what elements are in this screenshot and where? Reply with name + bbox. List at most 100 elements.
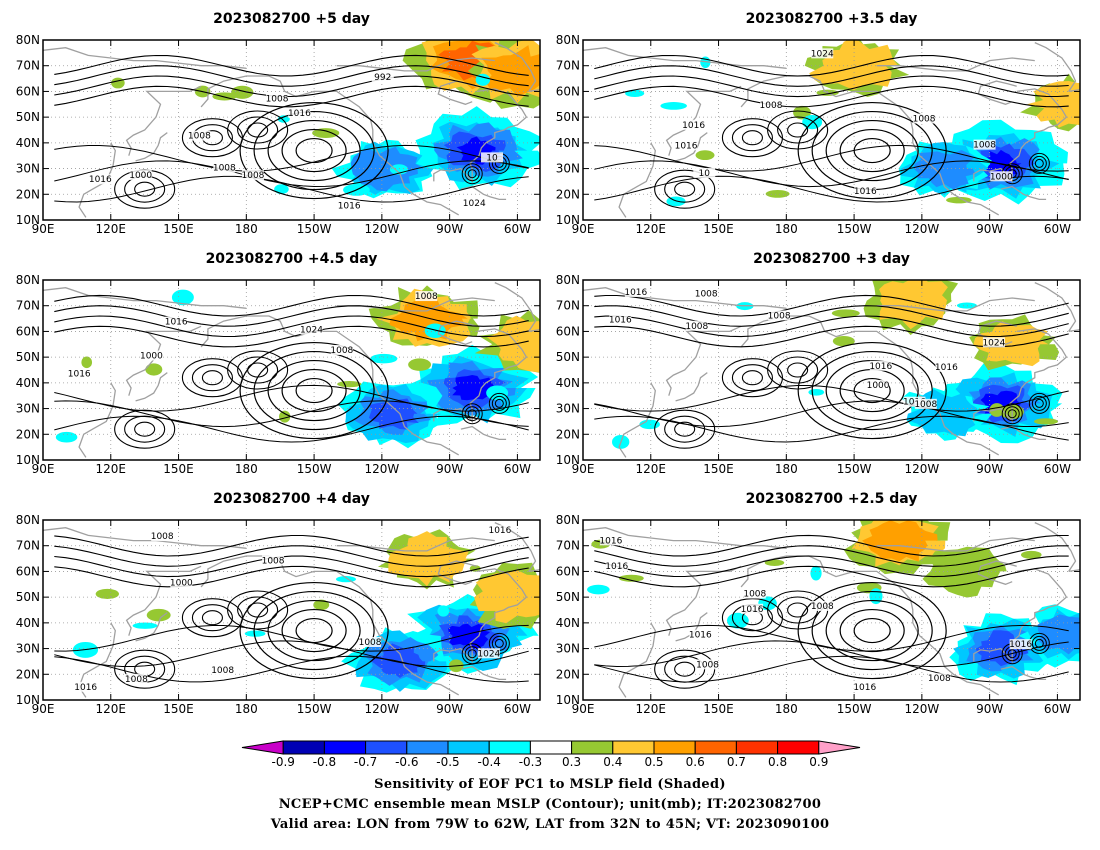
- colorbar-swatch: [571, 740, 614, 755]
- axis-labels: 90E 120E 150E 180 150W 120W 90W 60W 80N 70N 60N 50N…: [556, 513, 1080, 716]
- contour-labels: 1000 1008 1016 1016 1008 1024: [68, 291, 438, 379]
- lon-tick-label: 90W: [436, 222, 463, 236]
- contour-label: 1008: [330, 346, 353, 356]
- contour-label: 1008: [685, 322, 708, 332]
- caption-line-2: NCEP+CMC ensemble mean MSLP (Contour); u…: [279, 797, 822, 812]
- contour-label: 10: [699, 169, 711, 179]
- lon-tick-label: 90E: [572, 462, 595, 476]
- coastlines: [583, 522, 1080, 698]
- contour-label: 1008: [213, 163, 236, 173]
- lat-tick-label: 40N: [16, 616, 40, 630]
- lat-tick-label: 30N: [556, 162, 580, 176]
- contour-label: 1016: [288, 109, 311, 119]
- lon-tick-label: 120W: [364, 702, 399, 716]
- lon-tick-label: 120E: [96, 462, 127, 476]
- lat-tick-label: 80N: [556, 33, 580, 47]
- sensitivity-shading: [72, 529, 540, 693]
- map-panel-1: 2023082700 +5 day 1000 1008 992 1016 1016 1008…: [16, 11, 541, 236]
- contour-label: 1008: [359, 638, 382, 648]
- lat-tick-label: 20N: [16, 187, 40, 201]
- contour-labels: 1000 1008 992 1016 1016 1008 1024 1016 1008 1008 1…: [89, 71, 504, 212]
- lat-tick-label: 70N: [556, 299, 580, 313]
- lat-tick-label: 10N: [16, 213, 40, 227]
- map-panel-6: 2023082700 +2.5 day100810081016100810161…: [556, 491, 1081, 716]
- contour-label: 1016: [74, 683, 97, 693]
- colorbar-swatch: [612, 740, 655, 755]
- lon-tick-label: 120E: [96, 702, 127, 716]
- contour-label: 1008: [760, 101, 783, 111]
- lat-tick-label: 30N: [16, 402, 40, 416]
- panel-frame: [42, 279, 541, 461]
- contour-label: 1016: [903, 398, 926, 408]
- colorbar-swatch: [282, 740, 325, 755]
- contour-label: 1016: [68, 369, 91, 379]
- lon-tick-label: 150W: [297, 702, 332, 716]
- contour-label: 1016: [682, 121, 705, 131]
- contour-label: 1008: [914, 400, 937, 410]
- lat-tick-label: 60N: [556, 324, 580, 338]
- contour-label: 1016: [609, 315, 632, 325]
- lon-tick-label: 120E: [636, 702, 667, 716]
- contour-label: 1008: [928, 674, 951, 684]
- colorbar-swatch: [447, 740, 490, 755]
- lat-tick-label: 70N: [556, 539, 580, 553]
- contour-label: 1000: [867, 381, 890, 391]
- contour-label: 1016: [689, 631, 712, 641]
- contour-label: 1016: [488, 526, 511, 536]
- lon-tick-label: 180: [235, 702, 258, 716]
- colorbar-tick-label: -0.5: [436, 755, 459, 769]
- contour-label: 1024: [811, 49, 834, 59]
- lon-tick-label: 60W: [1044, 702, 1071, 716]
- lon-tick-label: 90W: [436, 462, 463, 476]
- lon-tick-label: 120E: [96, 222, 127, 236]
- caption-line-1: Sensitivity of EOF PC1 to MSLP field (Sh…: [374, 777, 726, 792]
- contour-label: 1016: [165, 318, 188, 328]
- contour-label: 1008: [151, 532, 174, 542]
- gridlines: [583, 280, 1080, 460]
- contour-label: 1008: [266, 94, 289, 104]
- panel-plot-area: 1008 1008 1016 1008 1016 1008 1016 1016 1016 1016: [583, 520, 1080, 700]
- colorbar-tick-label: -0.9: [271, 755, 294, 769]
- lat-tick-label: 60N: [16, 324, 40, 338]
- panel-plot-area: 1008 1000 1008 1016 1008 1008 1016 1024 1008: [43, 520, 540, 700]
- lon-tick-label: 90W: [436, 702, 463, 716]
- sensitivity-shading: [625, 40, 1080, 207]
- lon-tick-label: 90E: [32, 462, 55, 476]
- sensitivity-shading: [55, 285, 540, 449]
- contour-label: 1008: [211, 666, 234, 676]
- lat-tick-label: 10N: [16, 693, 40, 707]
- contour-label: 992: [374, 73, 391, 83]
- lon-tick-label: 150W: [837, 222, 872, 236]
- lon-tick-label: 150W: [837, 702, 872, 716]
- contour-label: 1008: [913, 114, 936, 124]
- contour-label: 1008: [696, 660, 719, 670]
- contour-label: 1008: [768, 311, 791, 321]
- contour-label: 1016: [675, 141, 698, 151]
- contour-label: 1016: [869, 362, 892, 372]
- lon-tick-label: 120E: [636, 462, 667, 476]
- lon-tick-label: 150E: [163, 462, 194, 476]
- contour-label: 1008: [973, 141, 996, 151]
- lon-tick-label: 180: [235, 462, 258, 476]
- lon-tick-label: 180: [775, 222, 798, 236]
- lat-tick-label: 10N: [556, 693, 580, 707]
- colorbar-swatch: [488, 740, 531, 755]
- panel-frame: [42, 519, 541, 701]
- lon-tick-label: 180: [775, 462, 798, 476]
- lon-tick-label: 120W: [904, 222, 939, 236]
- axis-labels: 90E 120E 150E 180 150W 120W 90W 60W 80N 70N 60N 50N…: [556, 33, 1080, 236]
- lon-tick-label: 120W: [364, 462, 399, 476]
- contour-label: 1016: [605, 562, 628, 572]
- colorbar-under-triangle: [241, 740, 284, 755]
- colorbar-tick-label: -0.7: [354, 755, 377, 769]
- lat-tick-label: 40N: [16, 136, 40, 150]
- lat-tick-label: 30N: [16, 162, 40, 176]
- colorbar-over-triangle: [818, 740, 861, 755]
- colorbar-tick-label: 0.5: [644, 755, 663, 769]
- lat-tick-label: 70N: [16, 299, 40, 313]
- lon-tick-label: 90W: [976, 222, 1003, 236]
- contour-label: 1008: [415, 292, 438, 302]
